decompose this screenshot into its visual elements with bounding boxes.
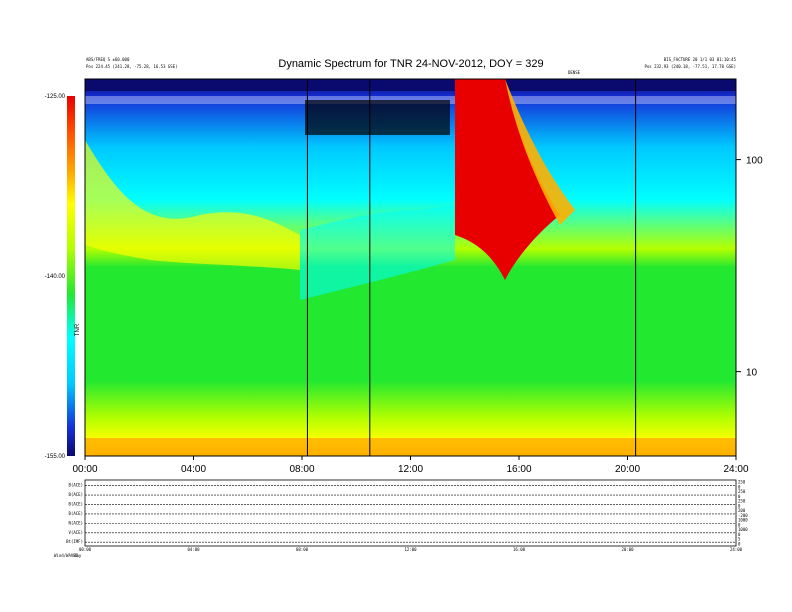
panel-right-tick: 5 [738,537,741,542]
header-right-line1: BIS_FACTURE 20 1/1 03 01:10:45 [664,57,737,62]
panel-x-tick-label: 12:00 [404,547,417,552]
panel-label: B(ACE) [69,483,83,488]
x-tick-label: 00:00 [72,464,97,475]
header-left-line2: Pos 224.45 (241.28, -75.28, 16.53 GSE) [86,64,178,69]
x-tick-label: 08:00 [289,464,314,475]
x-axis-ticks: 00:00 04:00 08:00 12:00 16:00 20:00 24:00 [72,456,749,475]
colorbar [67,96,75,456]
y-tick-label: 100 [746,156,763,167]
yellow-arc [85,140,300,270]
spectrogram [85,79,736,456]
x-tick-label: 20:00 [615,464,640,475]
header-right-line2: Pos 232.93 (240.18, -77.51, 17.78 GSE) [644,64,736,69]
panel-right-tick: -200 [738,513,748,518]
vertical-markers [306,79,637,456]
colorbar-tick-label: -125.00 [45,94,66,100]
y-axis-ticks: 10 100 [736,156,763,379]
y-tick-label: 10 [746,368,758,379]
x-tick-label: 04:00 [181,464,206,475]
colorbar-tick-label: -140.00 [45,274,66,280]
panel-label: B(ACE) [69,502,83,507]
colorbar-ticks: -125.00 -140.00 -155.00 [45,94,66,460]
panel-right-tick: 0 [738,542,741,547]
dark-patch [305,100,450,135]
panel-right-tick: 0 [738,494,741,499]
x-tick-label: 24:00 [723,464,748,475]
burst-red [455,79,560,280]
panel-right-tick: 1000 [738,518,748,523]
burst-orange [505,79,575,225]
panel-x-tick-label: 24:00 [730,547,743,552]
panel-label: B(ACE) [69,492,83,497]
footer-left: Wind/WAVES [54,553,79,558]
panel-right-tick: 1000 [738,527,748,532]
panel-label: N(ACE) [69,520,83,525]
panels-frame [84,479,737,547]
panel-right-tick: 250 [738,489,746,494]
header-left-line1: ABS/FREQ S ±60.000 [86,57,130,62]
panel-right-tick: 0 [738,522,741,527]
panel-right-tick: 0 [738,503,741,508]
colorbar-tick-label: -155.00 [45,454,66,460]
panel-label: V(ACE) [69,530,83,535]
footer-small: day [74,553,82,558]
panel-x-tick-label: 00:00 [79,547,92,552]
panel-x-tick-label: 20:00 [621,547,634,552]
bottom-band [85,438,736,456]
panel-right-tick: 250 [738,480,746,485]
x-tick-label: 12:00 [398,464,423,475]
panel-label: Bt(IMF) [66,539,83,544]
panel-right-tick: 200 [738,508,746,513]
panel-label: B(ACE) [69,511,83,516]
panel-right-tick: 0 [738,484,741,489]
time-series-panels: B(ACE) B(ACE) B(ACE) B(ACE) N(ACE) V(ACE) Bt(I… [66,480,748,553]
top-dark-band [85,79,736,91]
header-right-sub: DENSE [568,70,581,75]
x-tick-label: 16:00 [506,464,531,475]
colorbar-label: TNR [75,323,81,336]
panel-right-tick: 250 [738,499,746,504]
panel-right-tick: 0 [738,532,741,537]
panel-x-tick-label: 04:00 [187,547,200,552]
chart-title: Dynamic Spectrum for TNR 24-NOV-2012, DO… [278,58,543,70]
panel-x-tick-label: 16:00 [513,547,526,552]
cyan-patch [300,205,455,300]
panel-x-tick-label: 08:00 [296,547,309,552]
